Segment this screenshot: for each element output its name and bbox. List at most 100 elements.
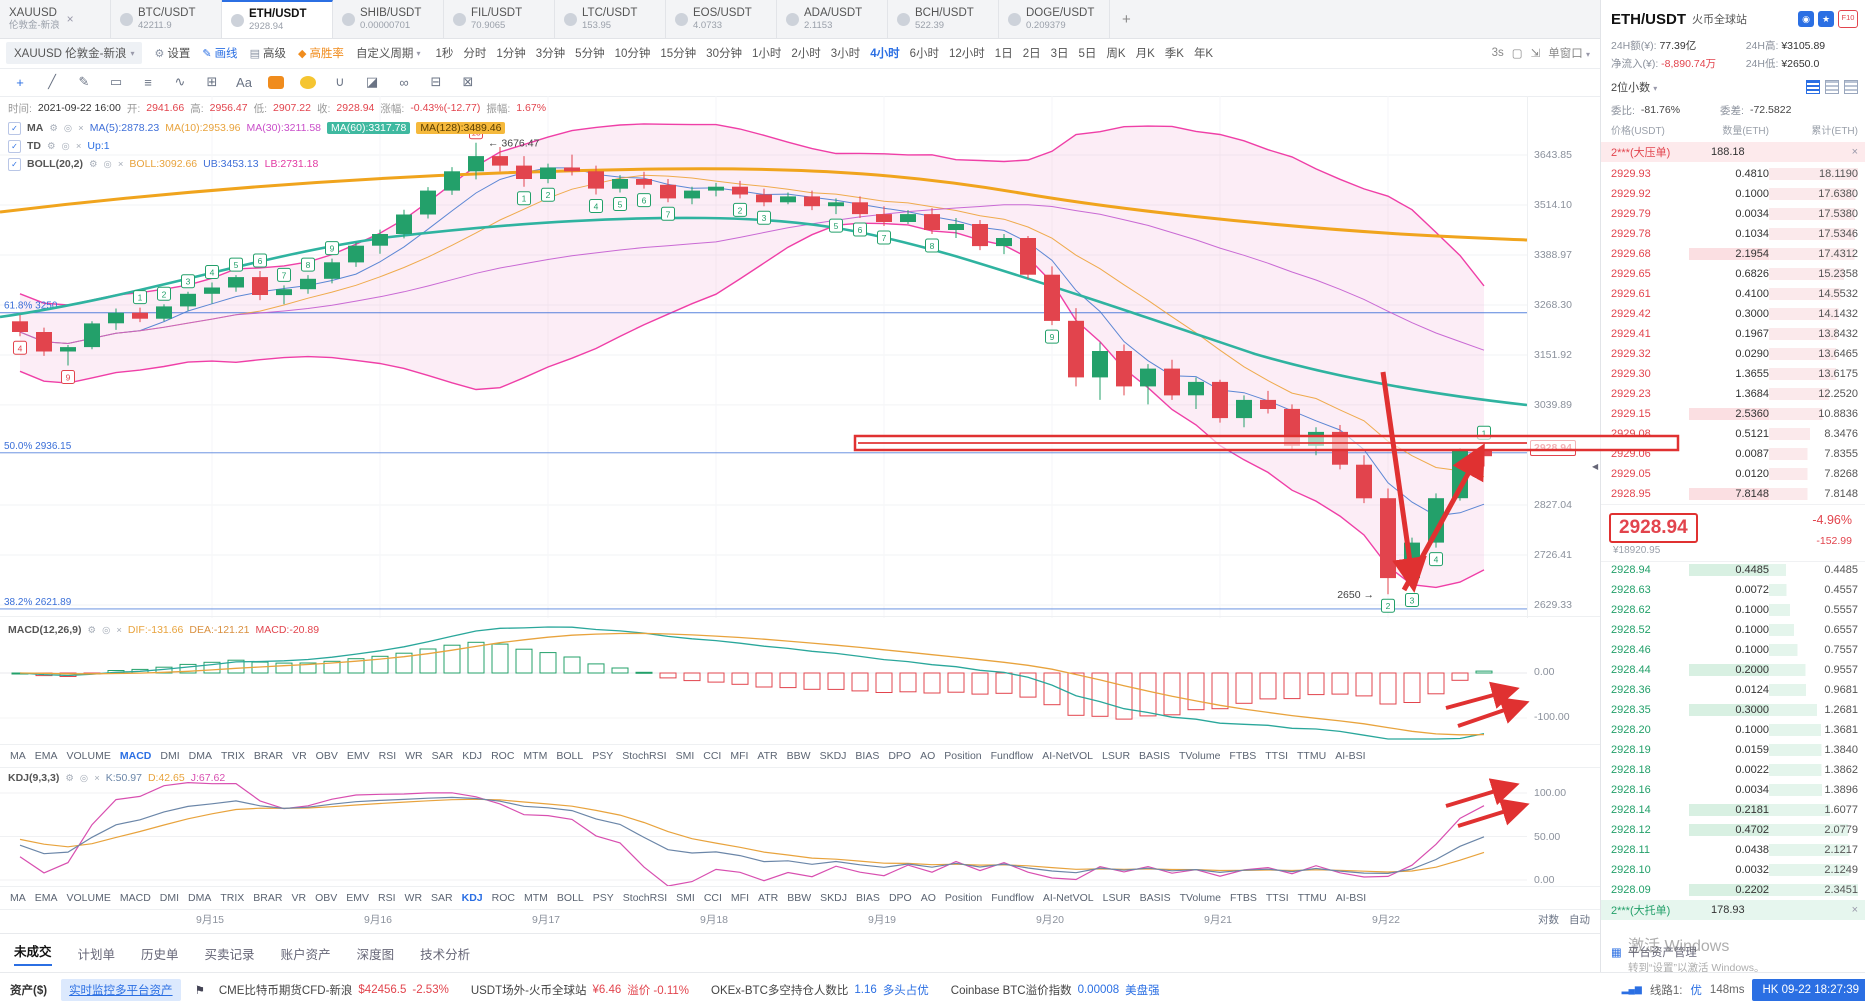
timeframe-19[interactable]: 月K	[1135, 48, 1155, 60]
indicator-tab-obv[interactable]: OBV	[315, 750, 338, 762]
indicator-tab-ai-netvol[interactable]: AI-NetVOL	[1042, 750, 1094, 762]
bid-row[interactable]: 2928.20 0.1000 1.3681	[1601, 720, 1865, 740]
ask-row[interactable]: 2929.32 0.0290 13.6465	[1601, 344, 1865, 364]
bid-row[interactable]: 2928.16 0.0034 1.3896	[1601, 780, 1865, 800]
close-icon[interactable]: ×	[75, 140, 82, 152]
timeframe-8[interactable]: 1小时	[751, 48, 782, 60]
asset-monitor-link[interactable]: 实时监控多平台资产	[61, 978, 181, 1001]
timeframe-9[interactable]: 2小时	[791, 48, 821, 60]
symbol-tab-fil-usdt[interactable]: FIL/USDT 70.9065	[444, 0, 555, 38]
candlestick-chart[interactable]: 61.8% 3250 50.0% 2936.15 38.2% 2621.89 4 9 1 2…	[0, 96, 1527, 618]
indicator-tab-ema[interactable]: EMA	[34, 892, 58, 904]
timeframe-20[interactable]: 季K	[1164, 48, 1184, 60]
book-view-ask-icon[interactable]	[1825, 80, 1839, 94]
camera-icon[interactable]: ◉	[1798, 11, 1814, 27]
indicator-tab-mfi[interactable]: MFI	[730, 750, 749, 762]
timeframe-15[interactable]: 2日	[1022, 48, 1041, 60]
close-icon[interactable]: ×	[1851, 146, 1858, 158]
timeframe-14[interactable]: 1日	[994, 48, 1013, 60]
bottom-tab-5[interactable]: 深度图	[356, 947, 395, 962]
star-icon[interactable]: ★	[1818, 11, 1834, 27]
timeframe-0[interactable]: 1秒	[435, 48, 454, 60]
ticker-item[interactable]: USDT场外-火币全球站 ¥6.46 溢价 -0.11%	[471, 982, 689, 998]
timeframe-10[interactable]: 3小时	[830, 48, 861, 60]
bid-row[interactable]: 2928.10 0.0032 2.1249	[1601, 860, 1865, 880]
indicator-tab-dpo[interactable]: DPO	[888, 750, 912, 762]
indicator-tab-dmi[interactable]: DMI	[160, 750, 180, 762]
big-buy-order-row[interactable]: 2***(大托单) 178.93 ×	[1601, 900, 1865, 920]
indicator-tab-mtm[interactable]: MTM	[523, 750, 548, 762]
symbol-tab-ada-usdt[interactable]: ADA/USDT 2.1153	[777, 0, 888, 38]
f10-icon[interactable]: F10	[1838, 10, 1858, 28]
indicator-tab-brar[interactable]: BRAR	[253, 892, 283, 904]
kdj-panel[interactable]	[0, 766, 1600, 886]
symbol-tab-eos-usdt[interactable]: EOS/USDT 4.0733	[666, 0, 777, 38]
indicator-tab-rsi[interactable]: RSI	[378, 750, 397, 762]
symbol-tab-doge-usdt[interactable]: DOGE/USDT 0.209379	[999, 0, 1110, 38]
indicator-tab-kdj[interactable]: KDJ	[462, 750, 483, 762]
timeframe-21[interactable]: 年K	[1193, 48, 1214, 60]
indicator-tab-dmi[interactable]: DMI	[159, 892, 180, 904]
ask-row[interactable]: 2929.05 0.0120 7.8268	[1601, 464, 1865, 484]
eraser-icon[interactable]: ◪	[365, 74, 379, 89]
indicator-tab-obv[interactable]: OBV	[315, 892, 338, 904]
indicator-tab-stochrsi[interactable]: StochRSI	[622, 750, 667, 762]
indicator-tab-ao[interactable]: AO	[920, 750, 936, 762]
pattern-icon[interactable]: ⊞	[206, 74, 218, 89]
advanced-button[interactable]: ▤ 高级	[249, 47, 286, 61]
indicator-tab-ttsi[interactable]: TTSI	[1265, 892, 1289, 904]
symbol-tab-xauusd[interactable]: XAUUSD 伦敦金-新浪 ×	[0, 0, 111, 38]
brush-icon[interactable]: ✎	[78, 74, 90, 89]
timeframe-3[interactable]: 3分钟	[535, 48, 566, 60]
indicator-tab-macd[interactable]: MACD	[119, 892, 151, 904]
ask-row[interactable]: 2929.41 0.1967 13.8432	[1601, 324, 1865, 344]
indicator-tab-fundflow[interactable]: Fundflow	[990, 750, 1034, 762]
symbol-selector[interactable]: XAUUSD 伦敦金-新浪 ▾	[6, 42, 143, 64]
text-tool-icon[interactable]: Aa	[236, 74, 252, 90]
marker-yellow-icon[interactable]	[300, 75, 316, 89]
ask-row[interactable]: 2928.95 7.8148 7.8148	[1601, 484, 1865, 504]
indicator-tab-dpo[interactable]: DPO	[888, 892, 912, 904]
timeframe-12[interactable]: 6小时	[909, 48, 939, 60]
settings-button[interactable]: ⚙ 设置	[154, 47, 191, 61]
bid-row[interactable]: 2928.44 0.2000 0.9557	[1601, 660, 1865, 680]
timeframe-11[interactable]: 4小时	[870, 48, 900, 60]
big-sell-order-row[interactable]: 2***(大压单) 188.18 ×	[1601, 142, 1865, 162]
eye-icon[interactable]: ◎	[103, 158, 112, 170]
trendline-icon[interactable]: ╱	[48, 74, 56, 89]
indicator-tab-volume[interactable]: VOLUME	[66, 892, 111, 904]
gear-icon[interactable]: ⚙	[65, 772, 74, 784]
indicator-tab-atr[interactable]: ATR	[758, 892, 779, 904]
symbol-tab-shib-usdt[interactable]: SHIB/USDT 0.00000701	[333, 0, 444, 38]
indicator-tab-mtm[interactable]: MTM	[524, 892, 548, 904]
draw-button[interactable]: ✎ 画线	[202, 47, 238, 61]
symbol-tab-bch-usdt[interactable]: BCH/USDT 522.39	[888, 0, 999, 38]
list-icon[interactable]: ≡	[144, 74, 152, 90]
timeframe-16[interactable]: 3日	[1050, 48, 1069, 60]
bid-row[interactable]: 2928.36 0.0124 0.9681	[1601, 680, 1865, 700]
book-view-bid-icon[interactable]	[1844, 80, 1858, 94]
ask-row[interactable]: 2929.65 0.6826 15.2358	[1601, 264, 1865, 284]
scale-control-1[interactable]: 自动	[1569, 914, 1590, 926]
indicator-tab-bbw[interactable]: BBW	[786, 750, 811, 762]
indicator-tab-cci[interactable]: CCI	[703, 750, 722, 762]
indicator-tab-ma[interactable]: MA	[10, 750, 26, 762]
macd-panel[interactable]	[0, 616, 1600, 745]
ask-row[interactable]: 2929.42 0.3000 14.1432	[1601, 304, 1865, 324]
indicator-tab-cci[interactable]: CCI	[703, 892, 722, 904]
indicator-tab-ai-bsi[interactable]: AI-BSI	[1335, 892, 1367, 904]
indicator-tab-emv[interactable]: EMV	[346, 750, 370, 762]
bid-row[interactable]: 2928.19 0.0159 1.3840	[1601, 740, 1865, 760]
close-tab-icon[interactable]: ×	[66, 12, 74, 26]
indicator-tab-ema[interactable]: EMA	[34, 750, 58, 762]
ask-row[interactable]: 2929.23 1.3684 12.2520	[1601, 384, 1865, 404]
refresh-speed-label[interactable]: 3s	[1491, 47, 1504, 59]
date-axis[interactable]: 9月15 9月16 9月17 9月18 9月19 9月20 9月21 9月22 对数 自动	[0, 908, 1600, 932]
eye-icon[interactable]: ◎	[63, 122, 73, 134]
ask-row[interactable]: 2929.06 0.0087 7.8355	[1601, 444, 1865, 464]
close-icon[interactable]: ×	[94, 772, 100, 784]
indicator-tab-skdj[interactable]: SKDJ	[820, 892, 847, 904]
indicator-tab-mfi[interactable]: MFI	[730, 892, 749, 904]
indicator-tab-ao[interactable]: AO	[920, 892, 936, 904]
fullscreen-icon[interactable]: ⇲	[1530, 48, 1541, 60]
